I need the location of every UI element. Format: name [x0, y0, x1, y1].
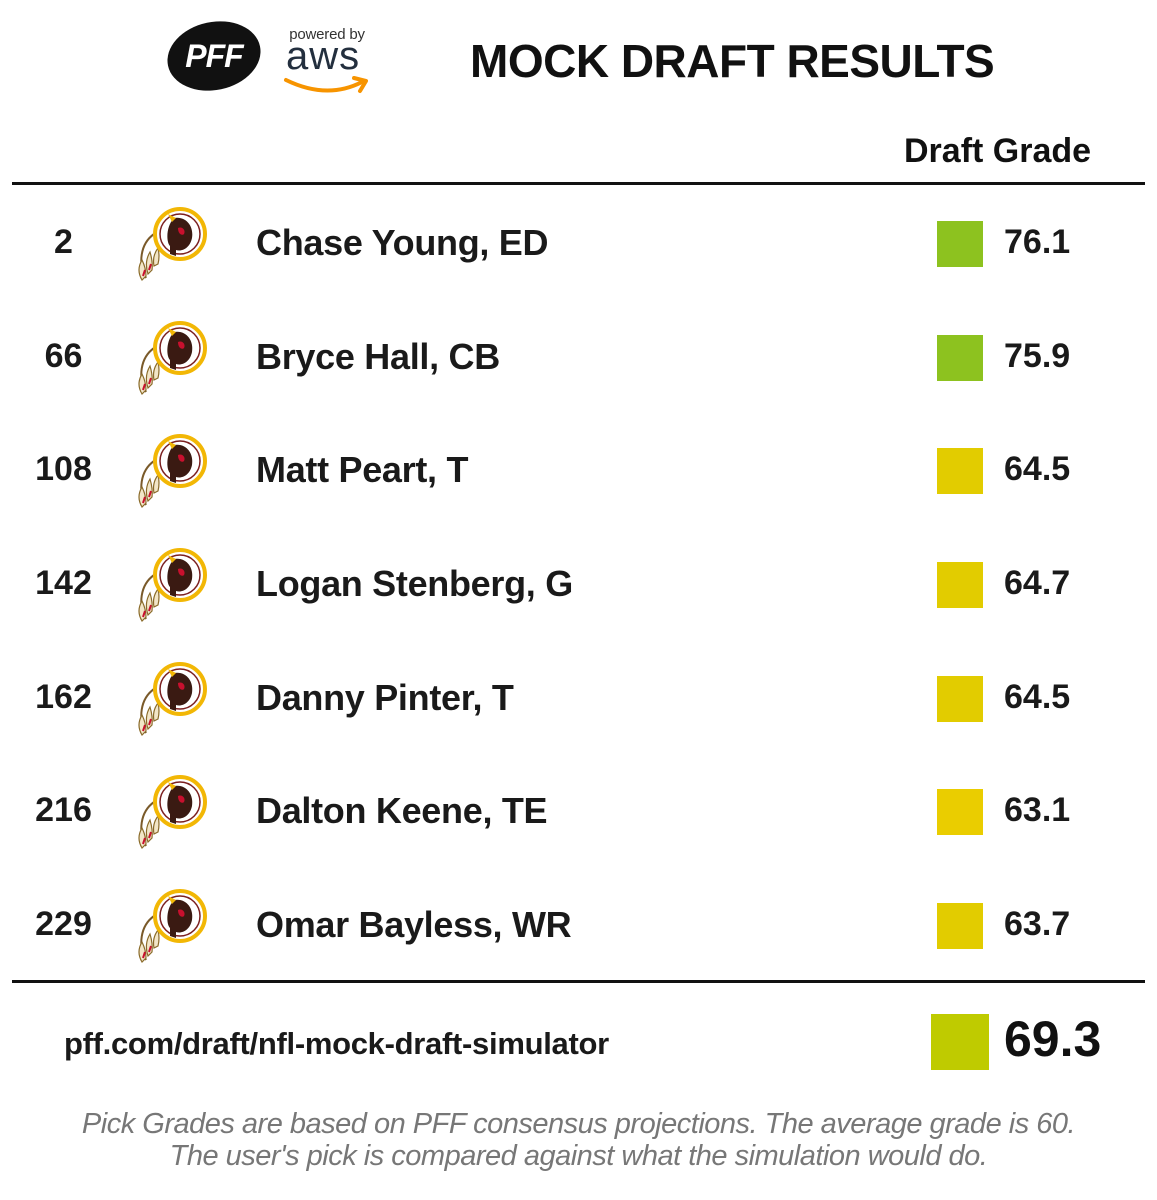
redskins-logo-icon	[138, 320, 207, 395]
aws-wordmark: aws	[286, 34, 361, 78]
pick-row: 108 Matt Peart, T 64.5	[0, 413, 1157, 527]
pick-number: 2	[54, 223, 73, 261]
redskins-logo-icon	[138, 207, 207, 281]
simulator-url[interactable]: pff.com/draft/nfl-mock-draft-simulator	[64, 1026, 609, 1061]
redskins-logo-icon	[138, 775, 207, 850]
pick-row: 229 Omar Bayless, WR 63.7	[0, 868, 1157, 982]
pick-number: 229	[35, 905, 92, 944]
pick-row: 162 Danny Pinter, T 64.5	[0, 641, 1157, 755]
pick-row: 142 Logan Stenberg, G 64.7	[0, 527, 1157, 641]
player-name[interactable]: Matt Peart, T	[256, 449, 469, 491]
grade-swatch	[937, 675, 983, 722]
total-grade-swatch	[931, 1014, 989, 1070]
aws-smile-icon	[284, 76, 368, 93]
powered-by-label: powered by	[289, 26, 365, 43]
redskins-logo-icon	[138, 661, 207, 736]
grade-swatch	[937, 448, 983, 495]
pff-logo-icon: PFF	[167, 21, 261, 91]
pick-grade: 64.7	[1004, 564, 1071, 603]
redskins-logo-icon	[138, 889, 207, 964]
grade-swatch	[937, 562, 983, 609]
picks-list: 2 Chase Young, ED 76.1 66	[0, 186, 1157, 982]
player-name[interactable]: Logan Stenberg, G	[256, 563, 573, 605]
pick-grade: 75.9	[1004, 336, 1071, 375]
pick-number: 108	[35, 450, 92, 489]
pick-grade: 63.1	[1004, 791, 1071, 830]
aws-logo: powered by aws	[272, 22, 382, 97]
header: PFF powered by aws MOCK DRAFT RESULTS	[0, 0, 1157, 120]
grade-swatch	[937, 334, 983, 381]
pick-row: 66 Bryce Hall, CB 75.9	[0, 300, 1157, 414]
draft-grade-column-header: Draft Grade	[904, 132, 1092, 170]
disclaimer-line-1: Pick Grades are based on PFF consensus p…	[81, 1108, 1076, 1140]
pick-number: 216	[35, 791, 92, 830]
redskins-logo-icon	[138, 548, 207, 623]
player-name[interactable]: Omar Bayless, WR	[256, 904, 572, 946]
pick-row: 2 Chase Young, ED 76.1	[0, 186, 1157, 300]
pick-grade: 64.5	[1004, 677, 1071, 716]
bottom-divider	[12, 980, 1145, 983]
top-divider	[12, 182, 1145, 185]
grade-swatch	[937, 789, 983, 836]
player-name[interactable]: Bryce Hall, CB	[256, 335, 500, 377]
redskins-logo-icon	[138, 434, 207, 509]
disclaimer-line-2: The user's pick is compared against what…	[169, 1140, 988, 1172]
pick-number: 66	[44, 336, 83, 375]
total-grade: 69.3	[1004, 1011, 1102, 1067]
pick-grade: 63.7	[1004, 905, 1071, 944]
svg-text:PFF: PFF	[185, 38, 245, 74]
player-name[interactable]: Danny Pinter, T	[256, 676, 514, 718]
pick-grade: 64.5	[1004, 450, 1071, 489]
page-title: MOCK DRAFT RESULTS	[470, 35, 995, 87]
grade-swatch	[937, 221, 983, 267]
player-name[interactable]: Chase Young, ED	[256, 222, 549, 263]
grade-swatch	[937, 903, 983, 950]
pick-grade: 76.1	[1004, 223, 1071, 261]
player-name[interactable]: Dalton Keene, TE	[256, 790, 548, 832]
pick-number: 142	[35, 564, 92, 603]
pick-row: 216 Dalton Keene, TE 63.1	[0, 754, 1157, 868]
pick-number: 162	[35, 677, 92, 716]
